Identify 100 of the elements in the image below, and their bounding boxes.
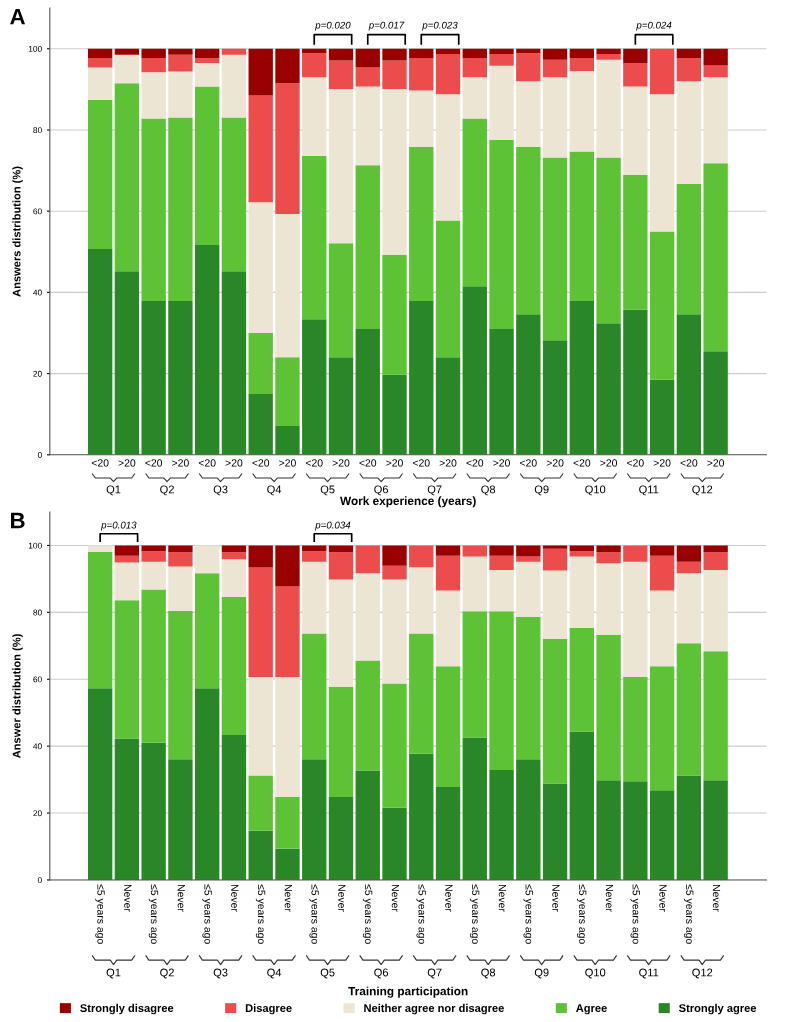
bar (141, 118, 166, 301)
text: Q8 (481, 485, 496, 496)
bar (489, 569, 514, 612)
bar (516, 146, 541, 315)
bar (516, 545, 541, 557)
bar (489, 611, 514, 770)
bar (516, 759, 541, 880)
x-tick-label: Never (498, 884, 507, 912)
bar (328, 686, 354, 797)
text: Q9 (534, 485, 549, 496)
text: Q7 (427, 485, 442, 496)
bar (168, 300, 193, 455)
bar (542, 638, 568, 784)
bar (462, 77, 487, 119)
bar (328, 545, 354, 553)
bar (221, 559, 247, 597)
y-tick-label: 20 (33, 370, 42, 377)
bar (596, 780, 621, 880)
bar (489, 65, 514, 140)
y-tick-label: 80 (33, 127, 42, 134)
bar (302, 633, 327, 760)
bar (489, 54, 514, 66)
bar (649, 555, 675, 591)
bar (649, 545, 675, 556)
bar (409, 753, 434, 880)
bar (596, 59, 621, 158)
bar (195, 62, 220, 87)
bar (649, 48, 675, 95)
bar (676, 58, 702, 82)
x-tick-label: <20 (252, 459, 270, 467)
bar (248, 332, 273, 394)
bar (676, 48, 702, 59)
y-axis-title: Answers distribution (%) (12, 166, 23, 297)
x-tick-label: <20 (91, 459, 109, 467)
bar (462, 48, 487, 59)
bar (168, 759, 193, 880)
bar (516, 81, 541, 147)
bar (569, 48, 595, 59)
bar (141, 545, 166, 552)
bar (435, 220, 461, 358)
bar (703, 545, 728, 553)
x-tick-label: Never (124, 884, 132, 912)
bar (435, 48, 461, 55)
bar (676, 81, 702, 184)
bar (221, 545, 247, 553)
text: Q9 (534, 968, 549, 979)
text: Q4 (267, 968, 282, 979)
text: Q3 (213, 485, 228, 496)
bar (435, 666, 461, 787)
bar (596, 54, 621, 60)
bar (703, 77, 728, 164)
y-tick-label: 100 (28, 542, 42, 549)
bar (569, 545, 595, 552)
text: Q11 (639, 485, 659, 496)
y-tick-label: 40 (33, 743, 42, 750)
bar (435, 357, 461, 455)
annotation: p=0.017 (368, 21, 405, 31)
bar (328, 88, 354, 244)
bar (114, 545, 140, 556)
bar (409, 545, 434, 568)
bar (462, 556, 487, 612)
text: Q10 (585, 485, 606, 496)
x-tick-label: ≤5 years ago (255, 884, 266, 944)
bar (141, 561, 166, 590)
x-tick-label: ≤5 years ago (523, 884, 533, 944)
y-tick-label: 0 (37, 451, 42, 458)
bar (676, 183, 702, 315)
x-tick-label: Never (659, 884, 667, 912)
bar (489, 555, 514, 570)
x-tick-label: Never (712, 884, 721, 912)
annotation: p=0.024 (636, 21, 672, 31)
bar (87, 551, 113, 689)
bar (462, 737, 487, 880)
bar (248, 202, 273, 333)
bar (676, 573, 702, 644)
bar (409, 633, 434, 754)
bar (195, 244, 220, 455)
x-tick-label: ≤5 years ago (309, 884, 319, 944)
x-tick-label: Never (445, 884, 453, 912)
bar (542, 545, 568, 549)
x-tick-label: <20 (466, 459, 484, 467)
chart-title: A (10, 8, 26, 25)
bar (435, 555, 461, 591)
bar (221, 117, 247, 272)
bar (248, 830, 273, 880)
bar (275, 425, 300, 455)
bar (302, 561, 327, 634)
x-tick-label: >20 (332, 459, 350, 467)
bar (195, 545, 220, 574)
bar (355, 545, 380, 574)
bar (649, 790, 675, 880)
bar (275, 545, 300, 587)
bar (275, 848, 300, 880)
bar (623, 545, 648, 562)
bar (569, 627, 595, 732)
bar (623, 781, 648, 880)
x-tick-label: <20 (412, 459, 430, 467)
bar (168, 48, 193, 55)
y-tick-label: 40 (33, 289, 42, 296)
bar (516, 556, 541, 562)
